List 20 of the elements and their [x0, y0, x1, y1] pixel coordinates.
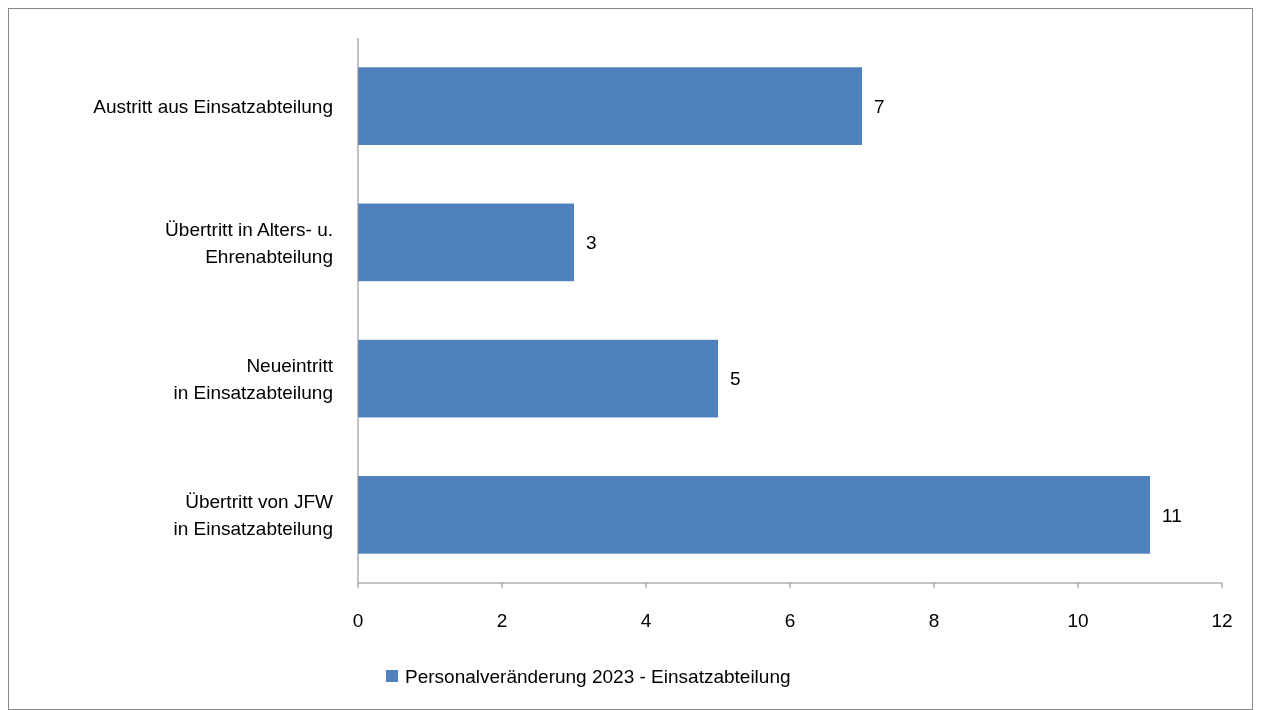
legend-label: Personalveränderung 2023 - Einsatzabteilung	[405, 665, 791, 687]
x-tick-label: 10	[1067, 609, 1089, 631]
x-tick-label: 8	[928, 609, 940, 631]
bar	[358, 203, 574, 282]
y-tick-label: Neueintritt in Einsatzabteilung	[173, 354, 334, 403]
data-label: 11	[1162, 504, 1182, 526]
data-label: 3	[586, 232, 597, 254]
data-label: 5	[730, 368, 741, 390]
bar	[358, 339, 718, 418]
y-tick-label: Übertritt von JFW in Einsatzabteilung	[173, 491, 334, 540]
x-tick-label: 0	[352, 609, 364, 631]
data-label: 7	[874, 95, 885, 117]
y-tick-label: Austritt aus Einsatzabteilung	[93, 95, 333, 117]
x-tick-label: 2	[496, 609, 508, 631]
x-tick-label: 12	[1211, 609, 1233, 631]
bar	[358, 67, 862, 145]
x-tick-label: 6	[784, 609, 796, 631]
y-tick-label: Übertritt in Alters- u. Ehrenabteilung	[165, 218, 333, 267]
bar	[358, 476, 1150, 554]
x-tick-label: 4	[640, 609, 652, 631]
